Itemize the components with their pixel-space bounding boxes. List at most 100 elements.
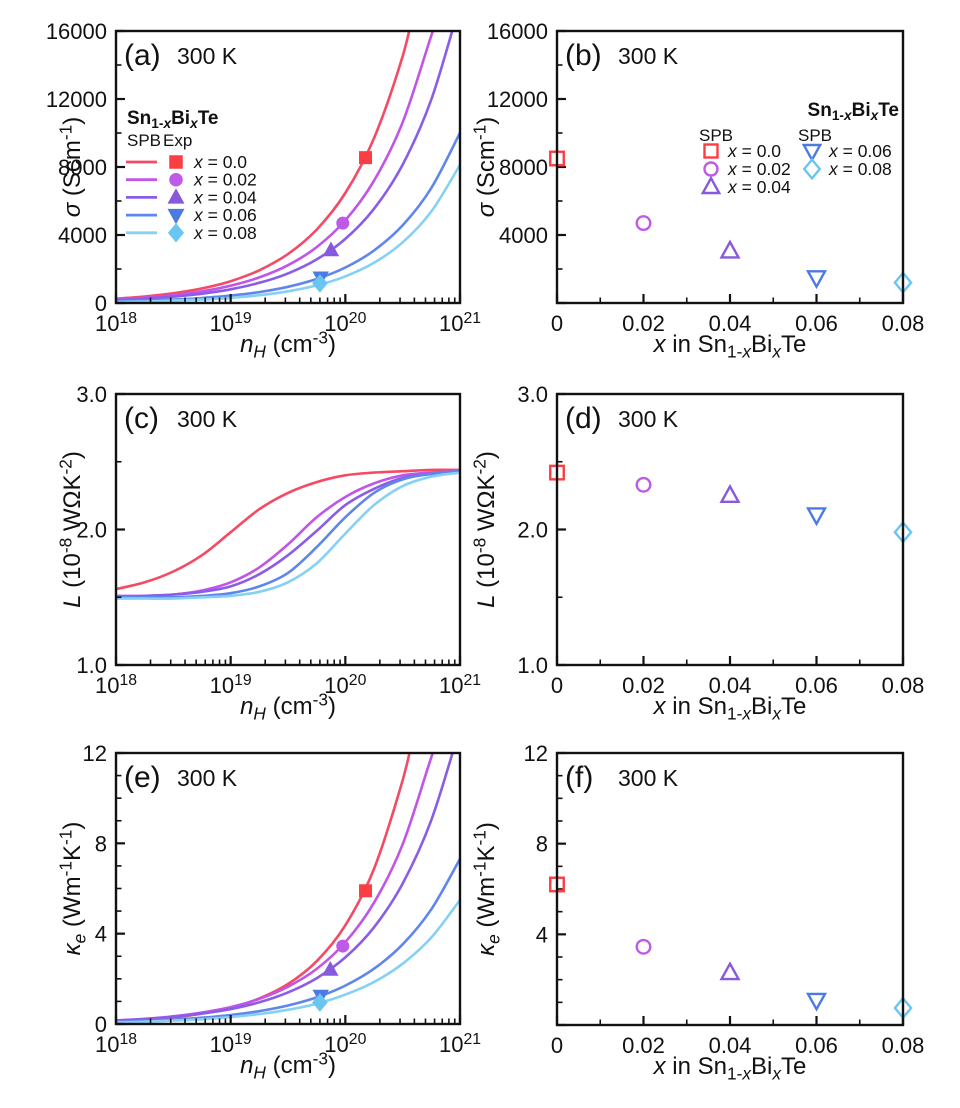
panel-f-label: (f)	[565, 761, 593, 794]
panel-e-xtick-label-2: 1020	[324, 1031, 366, 1057]
panel-a-legend-header-spb: SPB	[127, 131, 161, 150]
panel-b-legend-marker-diamond	[802, 157, 822, 181]
panel-a-spb-curve-4	[116, 163, 460, 303]
panel-d-spb-marker-circle	[635, 476, 652, 493]
panel-e-exp-marker-triangle-up	[322, 961, 339, 976]
panel-d-xaxis-label: x in Sn1-xBixTe	[653, 693, 807, 723]
panel-e-ytick-label-2: 8	[95, 831, 107, 856]
panel-b-yaxis-label: σ (Scm-1)	[469, 117, 500, 218]
panel-c-spb-curve-1	[116, 469, 460, 598]
panel-a-legend-marker-triangle-up	[167, 188, 185, 204]
panel-e-temperature: 300 K	[177, 765, 238, 791]
panel-b-legend-entry-4: x = 0.08	[828, 159, 892, 179]
panel-d-ytick-label-2: 3.0	[517, 382, 548, 407]
panel-c-ytick-label-1: 2.0	[76, 518, 107, 543]
panel-a-ytick-label-2: 8000	[58, 155, 107, 180]
panel-e-ytick-label-3: 12	[83, 741, 107, 766]
panel-b-legend-marker-triangle-down	[801, 143, 823, 163]
panel-f-ytick-label-3: 12	[524, 741, 548, 766]
panel-f-spb-marker-triangle-up	[719, 961, 741, 981]
panel-b-legend-entry-1: x = 0.02	[727, 159, 791, 179]
panel-f-spb-marker-circle	[635, 938, 652, 955]
panel-f-yaxis-label: κe (Wm-1K-1)	[469, 822, 503, 956]
panel-f-spb-marker-triangle-down	[805, 992, 828, 1012]
panel-a-xtick-label-1: 1019	[210, 310, 252, 336]
panel-a-yaxis-label: σ (Scm-1)	[55, 117, 86, 218]
panel-b: 0 0.02 0.04 0.06 0.08 4000 8000 12000 16000 x in …	[469, 19, 924, 361]
panel-c-ticks	[114, 392, 462, 667]
panel-e-exp-marker-diamond	[312, 993, 328, 1012]
panel-a-ytick-label-0: 0	[95, 291, 107, 316]
panel-a-temperature: 300 K	[177, 43, 238, 69]
panel-a-spb-curve-0	[116, 31, 411, 300]
panel-c-spb-curve-4	[116, 471, 460, 600]
panel-d-spb-marker-triangle-up	[719, 483, 741, 503]
panel-c-xtick-label-2: 1020	[324, 672, 366, 698]
panel-a-exp-marker-diamond	[312, 274, 328, 293]
panel-d-xtick-label-0: 0	[551, 673, 563, 698]
panel-b-legend-marker-triangle-up	[700, 175, 722, 195]
panel-f-xtick-label-3: 0.06	[795, 1033, 838, 1058]
panel-b-legend-header-0: SPB	[699, 126, 733, 145]
panel-d-xtick-label-2: 0.04	[709, 673, 752, 698]
panel-a-legend-marker-diamond	[167, 223, 185, 243]
panel-b-legend-entry-2: x = 0.04	[727, 177, 791, 197]
panel-d-yaxis-label: L (10-8 WΩK-2)	[469, 451, 500, 608]
panel-b-legend-marker-square	[703, 143, 719, 159]
panel-e: 1018 1019 1020 1021 0 4 8 12 nH (cm-3) κe (Wm-1K-…	[55, 741, 481, 1082]
panel-b-xaxis-label: x in Sn1-xBixTe	[653, 331, 807, 361]
panel-b-label: (b)	[565, 39, 602, 72]
panel-c-ytick-label-0: 1.0	[76, 653, 107, 678]
panel-b-frame	[555, 29, 905, 305]
panel-f-frame	[555, 751, 905, 1027]
panel-b-legend-entry-0: x = 0.0	[727, 141, 781, 161]
panel-a-legend-header-exp: Exp	[163, 131, 192, 150]
panel-b-xtick-label-3: 0.06	[795, 311, 838, 336]
panel-a-legend-marker-square	[169, 155, 183, 169]
panel-a-ytick-label-4: 16000	[46, 19, 107, 44]
panel-b-legend-title: Sn1-xBixTe	[808, 100, 899, 123]
panel-e-frame	[114, 751, 462, 1026]
panel-b-ytick-label-3: 12000	[487, 87, 548, 112]
panel-f-xtick-label-2: 0.04	[709, 1033, 752, 1058]
panel-b-temperature: 300 K	[618, 43, 679, 69]
panel-e-spb-curve-2	[116, 753, 454, 1022]
panel-b-xtick-label-4: 0.08	[882, 311, 925, 336]
panel-d-spb-marker-triangle-down	[805, 507, 828, 527]
panel-b-spb-marker-triangle-up	[719, 239, 741, 259]
panel-c-xtick-label-1: 1019	[210, 672, 252, 698]
panel-a-spb-curve-3	[116, 131, 460, 303]
panel-a-spb-curve-1	[116, 31, 435, 301]
panel-a-xtick-label-0: 1018	[95, 310, 137, 336]
panel-c-spb-curve-2	[116, 469, 460, 599]
panel-b-spb-marker-circle	[635, 215, 652, 232]
panel-c-xtick-label-0: 1018	[95, 672, 137, 698]
panel-a-label: (a)	[124, 39, 161, 72]
panel-f-xtick-label-0: 0	[551, 1033, 563, 1058]
panel-a-exp-marker-circle	[336, 216, 350, 230]
panel-a-legend-entry-4: x = 0.08	[193, 223, 257, 243]
panel-d-ticks	[555, 392, 905, 667]
panel-e-spb-curves	[116, 753, 460, 1024]
panel-e-ytick-label-1: 4	[95, 922, 107, 947]
panel-e-xaxis-label: nH (cm-3)	[240, 1048, 336, 1082]
panel-e-exp-marker-square	[359, 884, 373, 898]
panel-f-xtick-label-4: 0.08	[882, 1033, 925, 1058]
panel-e-yaxis-label: κe (Wm-1K-1)	[55, 822, 89, 956]
panel-f: 0 0.02 0.04 0.06 0.08 4 8 12 x in Sn1-xBixTe κe (…	[469, 741, 924, 1083]
panel-c-yaxis-label: L (10-8 WΩK-2)	[55, 451, 86, 608]
panel-b-legend-marker-circle	[703, 161, 719, 177]
panel-a-xtick-label-3: 1021	[439, 310, 481, 336]
panel-d: 0 0.02 0.04 0.06 0.08 1.0 2.0 3.0 x in Sn1-xBixT…	[469, 382, 924, 723]
panel-a-legend-title: Sn1-xBixTe	[127, 108, 218, 131]
panel-a: 1018 1019 1020 1021 0 4000 8000 12000 16000 nH (c…	[46, 19, 481, 361]
panel-e-spb-curve-3	[116, 857, 460, 1024]
panel-b-xtick-label-1: 0.02	[622, 311, 665, 336]
panel-e-spb-curve-4	[116, 898, 460, 1024]
panel-c-spb-curve-0	[116, 468, 460, 591]
panel-a-legend-marker-circle	[169, 172, 183, 187]
panel-f-ytick-label-1: 4	[536, 922, 548, 947]
